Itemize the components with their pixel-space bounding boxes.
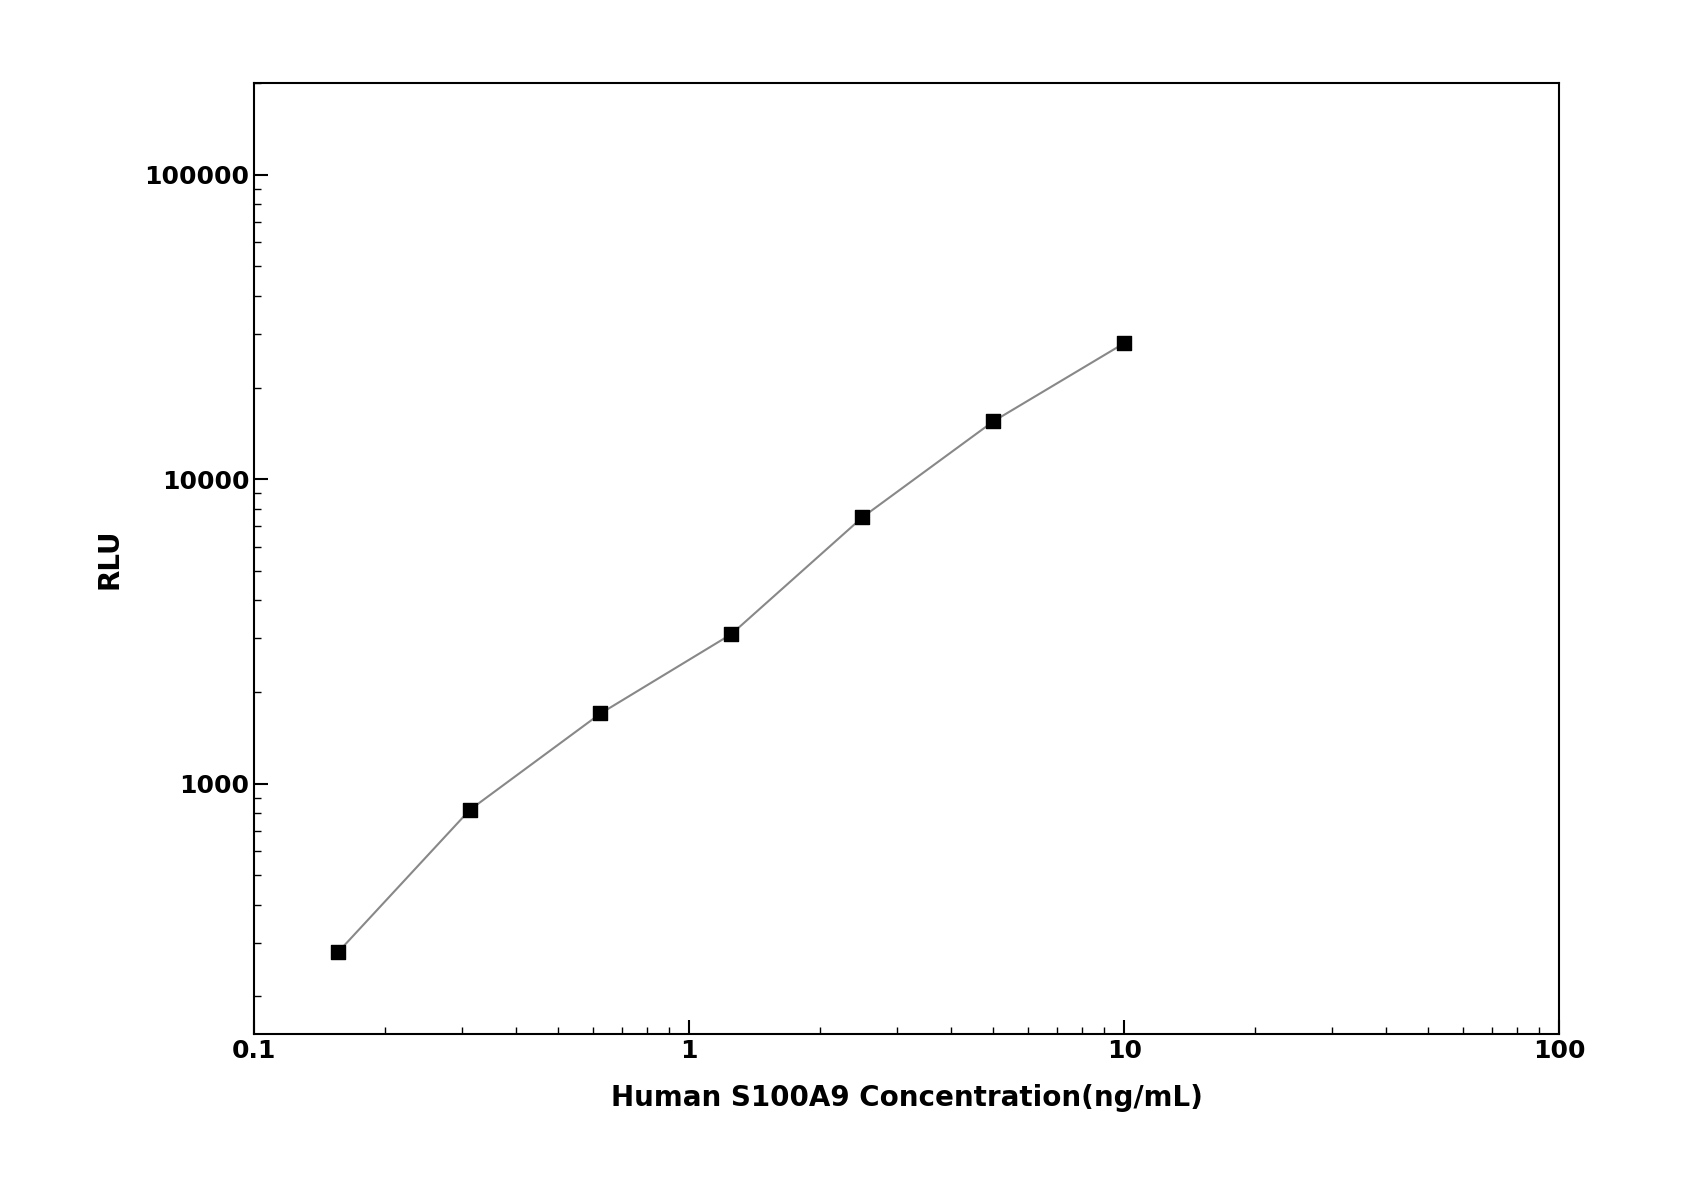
Point xyxy=(719,624,746,643)
Point xyxy=(1110,334,1137,353)
Point xyxy=(586,704,614,723)
Point xyxy=(325,943,353,962)
Point xyxy=(456,800,483,819)
X-axis label: Human S100A9 Concentration(ng/mL): Human S100A9 Concentration(ng/mL) xyxy=(610,1084,1203,1112)
Point xyxy=(849,508,876,527)
Point xyxy=(980,411,1007,430)
Y-axis label: RLU: RLU xyxy=(95,529,124,589)
